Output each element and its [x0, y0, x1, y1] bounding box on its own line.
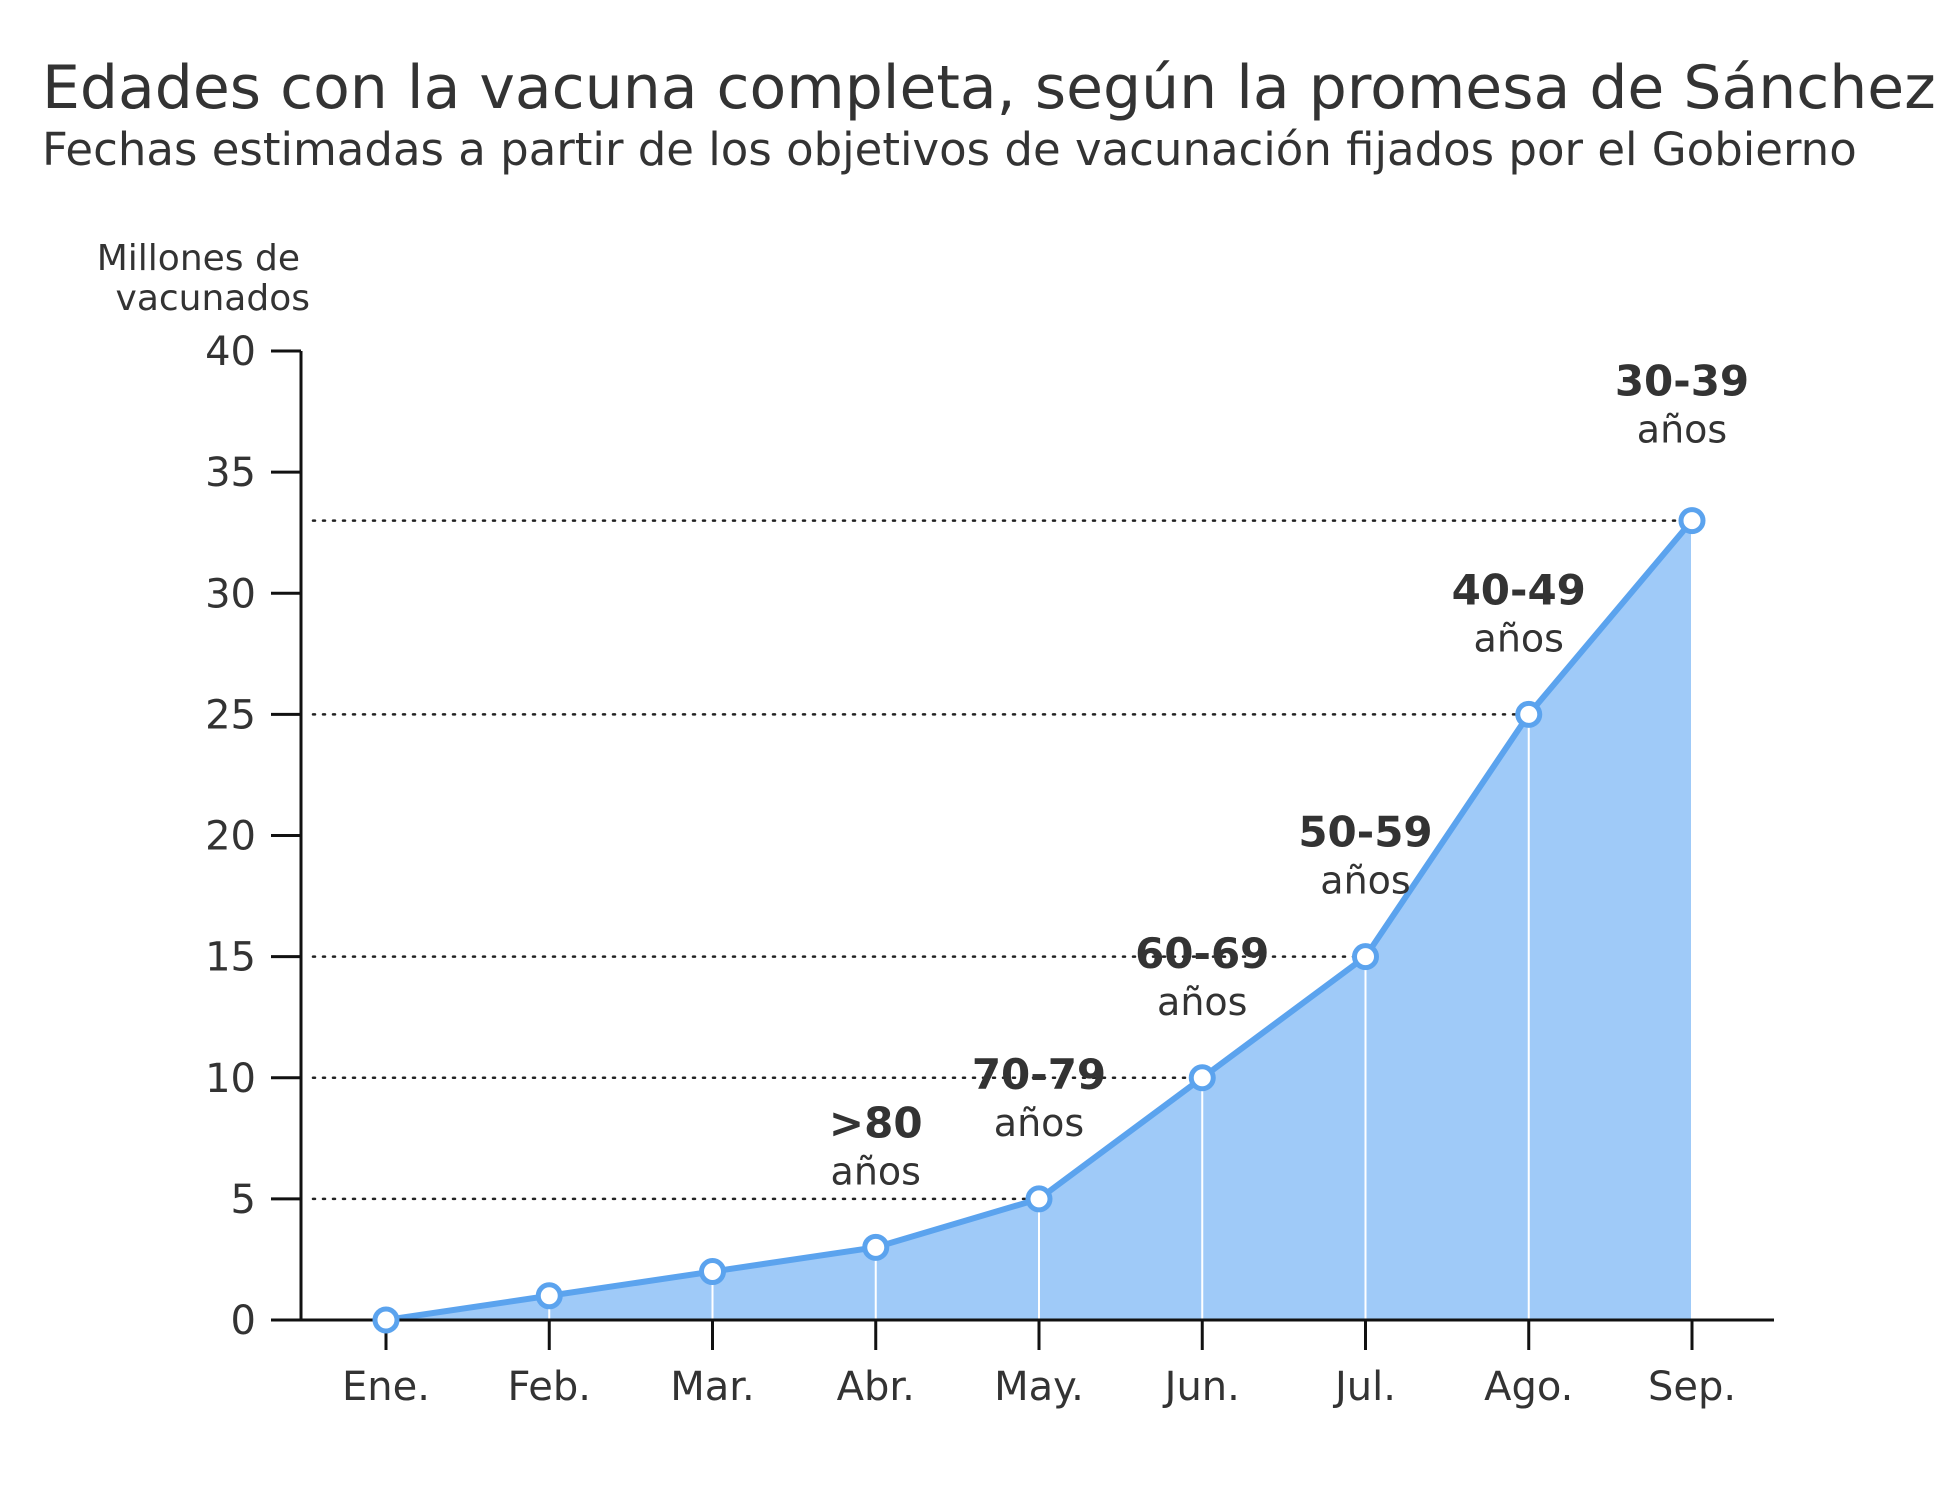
- data-point: [372, 1306, 400, 1334]
- x-tick-label: Mar.: [670, 1364, 755, 1410]
- data-point: [699, 1258, 726, 1286]
- y-tick-label: 40: [205, 329, 256, 375]
- y-tick-label: 15: [205, 935, 256, 981]
- annotation-group: 40-49: [1452, 565, 1586, 614]
- annotation-group: 30-39: [1615, 357, 1749, 406]
- x-tick-label: Feb.: [507, 1364, 591, 1410]
- x-tick-label: Sep.: [1648, 1364, 1736, 1410]
- y-tick-label: 0: [231, 1298, 256, 1344]
- annotation-group: 60-69: [1135, 929, 1269, 978]
- x-tick-label: Jul.: [1332, 1364, 1396, 1410]
- data-point: [1188, 1064, 1216, 1092]
- annotation-group: 50-59: [1298, 808, 1432, 857]
- data-point: [1352, 943, 1379, 971]
- y-tick-label: 10: [205, 1056, 256, 1102]
- chart-subtitle: Fechas estimadas a partir de los objetiv…: [42, 123, 1857, 176]
- data-point: [1678, 507, 1706, 535]
- data-point: [535, 1282, 563, 1310]
- x-tick-label: Ago.: [1484, 1364, 1573, 1410]
- y-tick-label: 5: [231, 1177, 256, 1223]
- annotation-unit: años: [994, 1101, 1084, 1145]
- annotation-unit: años: [1320, 859, 1410, 903]
- annotation-unit: años: [1474, 616, 1564, 660]
- y-axis-label-line1: Millones de: [97, 238, 300, 279]
- x-tick-label: Jun.: [1162, 1364, 1240, 1410]
- data-point: [862, 1233, 890, 1261]
- annotation-group: 70-79: [972, 1050, 1106, 1099]
- annotation-unit: años: [1157, 980, 1247, 1024]
- y-tick-label: 20: [205, 814, 256, 860]
- y-tick-label: 30: [205, 571, 256, 617]
- annotation-unit: años: [1637, 408, 1727, 452]
- annotation-unit: años: [831, 1149, 921, 1193]
- data-point: [1025, 1185, 1053, 1213]
- annotation-group: >80: [829, 1098, 923, 1147]
- x-tick-label: Ene.: [342, 1364, 430, 1410]
- y-tick-label: 25: [205, 692, 256, 738]
- x-tick-label: Abr.: [837, 1364, 915, 1410]
- data-point: [1515, 700, 1543, 728]
- y-tick-label: 35: [205, 450, 256, 496]
- x-tick-label: May.: [994, 1364, 1084, 1410]
- chart-title: Edades con la vacuna completa, según la …: [42, 53, 1936, 123]
- y-axis-label-line2: vacunados: [116, 278, 310, 319]
